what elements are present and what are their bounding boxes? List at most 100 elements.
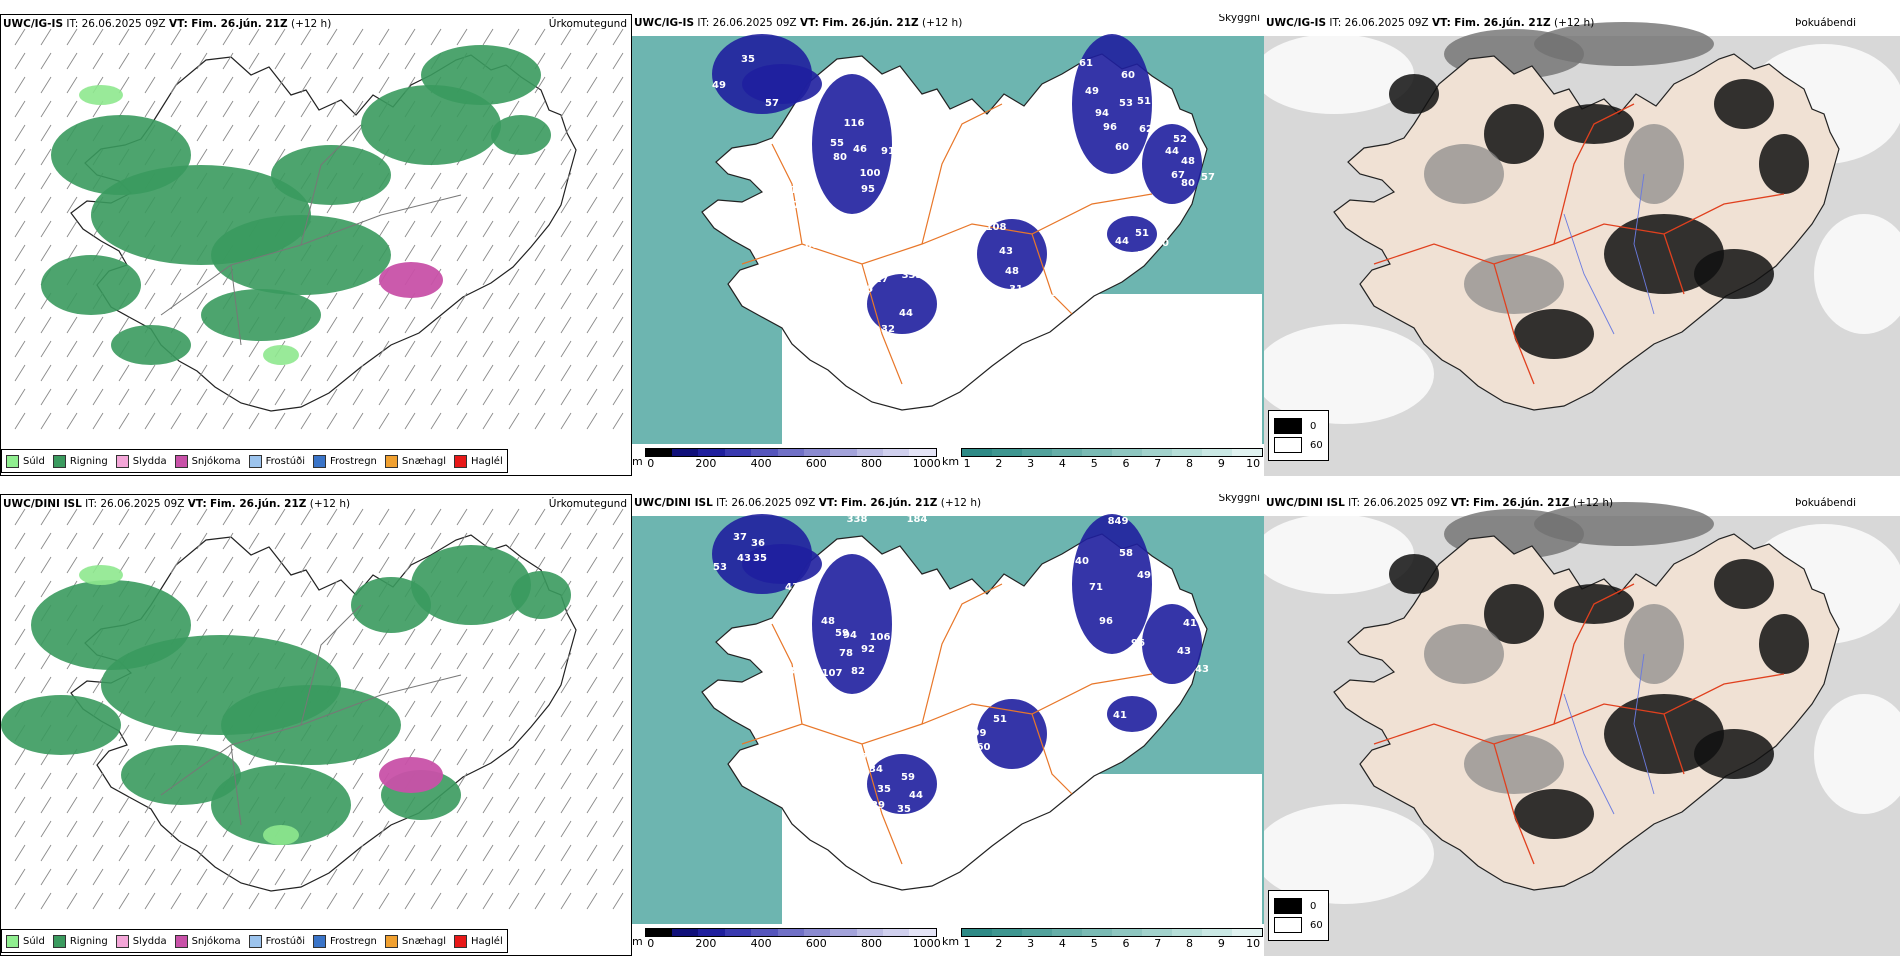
wind-barb xyxy=(508,316,520,334)
colorbar-step xyxy=(1112,449,1143,456)
wind-barb xyxy=(430,676,442,694)
wind-barb xyxy=(14,844,26,862)
panel-name: Skyggni xyxy=(1218,494,1261,504)
cloud-base-label: 43 xyxy=(1177,646,1191,657)
wind-barb xyxy=(456,772,468,790)
wind-barb xyxy=(326,868,338,886)
wind-barb xyxy=(300,556,312,574)
colorbar-scale xyxy=(644,448,937,457)
wind-barb xyxy=(326,100,338,118)
wind-barb xyxy=(326,364,338,382)
cloud-base-label: 33 xyxy=(1051,288,1065,299)
wind-barb xyxy=(118,748,130,766)
wind-barb xyxy=(144,508,156,526)
wind-barb xyxy=(508,364,520,382)
wind-barb xyxy=(196,76,208,94)
wind-barb xyxy=(560,76,572,94)
legend-swatch xyxy=(52,934,66,948)
wind-barb xyxy=(378,532,390,550)
cloud-base-label: 44 xyxy=(909,790,923,801)
wind-barb xyxy=(378,196,390,214)
colorbar-scale xyxy=(961,928,1264,937)
colorbar-step xyxy=(724,929,752,936)
lead-time: (+12 h) xyxy=(1553,17,1595,29)
wind-barb xyxy=(612,340,624,358)
dense-fog-area xyxy=(1714,559,1774,609)
wind-barb xyxy=(300,628,312,646)
cloud-base-label: 35 xyxy=(741,54,755,65)
cloud-base-label: 48 xyxy=(1005,266,1019,277)
colorbar-tick: 2 xyxy=(995,457,1003,470)
wind-barb xyxy=(586,52,598,70)
cloud-base-label: 62 xyxy=(1139,124,1153,135)
wind-barb xyxy=(352,412,364,430)
wind-barb xyxy=(14,388,26,406)
wind-barb xyxy=(482,772,494,790)
colorbar-step xyxy=(1172,929,1203,936)
fog-legend-item: 0 xyxy=(1274,898,1323,914)
wind-barb xyxy=(118,388,130,406)
wind-barb xyxy=(612,28,624,46)
wind-barb xyxy=(326,844,338,862)
valid-label: VT: xyxy=(187,498,207,510)
wind-barb xyxy=(118,532,130,550)
wind-barb xyxy=(378,388,390,406)
wind-barb xyxy=(560,124,572,142)
wind-barb xyxy=(560,724,572,742)
wind-barb xyxy=(586,796,598,814)
wind-barb xyxy=(170,100,182,118)
legend-label: Frostúði xyxy=(265,455,305,467)
wind-barb xyxy=(196,388,208,406)
cloud-base-label: 35 xyxy=(877,784,891,795)
cloud-base-label: 117 xyxy=(868,274,889,285)
wind-barb xyxy=(456,796,468,814)
cloud-base-label: 55 xyxy=(830,138,844,149)
cloud-base-label: 116 xyxy=(844,118,865,129)
wind-barb xyxy=(404,508,416,526)
wind-barb xyxy=(534,76,546,94)
colorbar-step xyxy=(1022,929,1053,936)
cloud-base-label: 44 xyxy=(1115,236,1129,247)
wind-barb xyxy=(14,316,26,334)
wind-barb xyxy=(560,148,572,166)
wind-barb xyxy=(378,676,390,694)
wind-barb xyxy=(326,892,338,910)
wind-barb xyxy=(248,364,260,382)
wind-barb xyxy=(404,412,416,430)
wind-barb xyxy=(482,268,494,286)
wind-barb xyxy=(14,292,26,310)
wind-barb xyxy=(40,220,52,238)
panel-title: UWC/IG-IS IT: 26.06.2025 09Z VT: Fim. 26… xyxy=(1266,17,1594,29)
wind-barb xyxy=(118,52,130,70)
cloud-base-label: 67 xyxy=(1171,170,1185,181)
fog-free-area xyxy=(1264,804,1434,904)
wind-barb xyxy=(222,604,234,622)
wind-barb xyxy=(612,820,624,838)
colorbar-step xyxy=(962,929,993,936)
legend-item: Haglél xyxy=(454,454,503,468)
wind-barb xyxy=(612,748,624,766)
cloud-base-label: 12 xyxy=(790,185,804,196)
init-label: IT: xyxy=(716,497,729,509)
colorbar-step xyxy=(909,449,936,456)
init-label: IT: xyxy=(1329,17,1342,29)
wind-barb xyxy=(118,868,130,886)
legend-item: Frostúði xyxy=(248,454,305,468)
legend-swatch xyxy=(248,934,262,948)
valid-time: Fim. 26.jún. 21Z xyxy=(210,498,307,510)
wind-barb xyxy=(482,412,494,430)
wind-barb xyxy=(92,508,104,526)
colorbar-tick: 0 xyxy=(647,937,655,950)
wind-barb xyxy=(14,28,26,46)
colorbar-unit: km xyxy=(942,935,960,948)
cloud-base-label: 338 xyxy=(847,514,868,525)
wind-barb xyxy=(14,868,26,886)
wind-barb xyxy=(196,604,208,622)
road-network xyxy=(741,103,1153,385)
wind-barb xyxy=(586,172,598,190)
fog-legend: 0 60 xyxy=(1268,890,1329,941)
valid-label: VT: xyxy=(818,497,838,509)
wind-barb xyxy=(274,868,286,886)
wind-barb xyxy=(118,508,130,526)
wind-barb xyxy=(586,100,598,118)
